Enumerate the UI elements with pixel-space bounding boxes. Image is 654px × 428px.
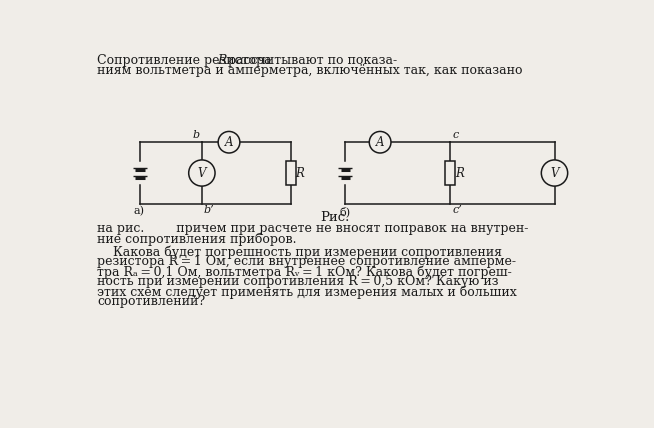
Text: A: A bbox=[376, 136, 385, 149]
Bar bbox=[286, 161, 296, 184]
Text: этих схем следует применять для измерения малых и больших: этих схем следует применять для измерени… bbox=[97, 285, 517, 299]
Circle shape bbox=[370, 131, 391, 153]
Text: Какова будет погрешность при измерении сопротивления: Какова будет погрешность при измерении с… bbox=[97, 245, 502, 259]
Circle shape bbox=[542, 160, 568, 186]
Text: b’: b’ bbox=[203, 205, 214, 215]
Text: резистора R = 1 Ом, если внутреннее сопротивление амперме-: резистора R = 1 Ом, если внутреннее сопр… bbox=[97, 256, 516, 268]
Text: рассчитывают по показа-: рассчитывают по показа- bbox=[224, 54, 397, 68]
Bar bbox=[445, 161, 455, 184]
Text: c: c bbox=[452, 130, 458, 140]
Text: ниям вольтметра и амперметра, включённых так, как показано: ниям вольтметра и амперметра, включённых… bbox=[97, 65, 523, 77]
Text: на рис.        причем при расчете не вносят поправок на внутрен-: на рис. причем при расчете не вносят поп… bbox=[97, 222, 528, 235]
Text: R: R bbox=[295, 166, 303, 179]
Text: а): а) bbox=[133, 206, 145, 217]
Text: R: R bbox=[455, 166, 464, 179]
Text: V: V bbox=[550, 166, 559, 179]
Circle shape bbox=[218, 131, 240, 153]
Text: A: A bbox=[225, 136, 233, 149]
Text: V: V bbox=[198, 166, 206, 179]
Text: b: b bbox=[192, 130, 199, 140]
Text: ность при измерении сопротивления R = 0,5 кОм? Какую из: ность при измерении сопротивления R = 0,… bbox=[97, 276, 499, 288]
Text: Сопротивление резистора: Сопротивление резистора bbox=[97, 54, 276, 68]
Text: Рис.: Рис. bbox=[320, 211, 350, 224]
Text: ние сопротивления приборов.: ние сопротивления приборов. bbox=[97, 232, 297, 246]
Circle shape bbox=[189, 160, 215, 186]
Text: R: R bbox=[217, 54, 227, 68]
Text: c’: c’ bbox=[452, 205, 462, 215]
Text: сопротивлений?: сопротивлений? bbox=[97, 295, 205, 309]
Text: б): б) bbox=[339, 206, 350, 217]
Text: тра Rₐ = 0,1 Ом, вольтметра Rᵥ = 1 кОм? Какова будет погреш-: тра Rₐ = 0,1 Ом, вольтметра Rᵥ = 1 кОм? … bbox=[97, 265, 512, 279]
